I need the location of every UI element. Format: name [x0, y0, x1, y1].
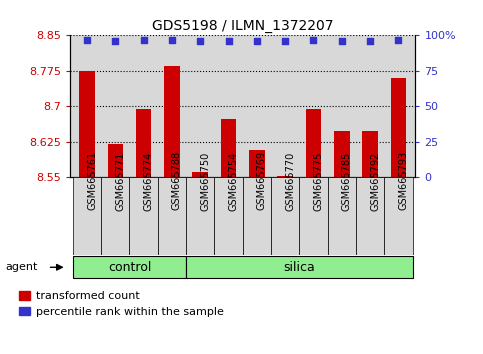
FancyBboxPatch shape: [186, 177, 214, 255]
Point: [225, 38, 232, 44]
Point: [366, 38, 374, 44]
Bar: [362, 131, 378, 177]
FancyBboxPatch shape: [243, 177, 271, 255]
Text: GSM665788: GSM665788: [172, 151, 182, 211]
FancyBboxPatch shape: [73, 177, 101, 255]
Text: GSM665750: GSM665750: [200, 151, 210, 211]
FancyBboxPatch shape: [129, 177, 158, 255]
Point: [395, 37, 402, 42]
FancyBboxPatch shape: [271, 177, 299, 255]
Point: [310, 37, 317, 42]
Title: GDS5198 / ILMN_1372207: GDS5198 / ILMN_1372207: [152, 19, 333, 33]
Text: GSM665761: GSM665761: [87, 151, 97, 211]
Text: GSM665793: GSM665793: [398, 151, 409, 211]
FancyBboxPatch shape: [73, 256, 186, 278]
FancyBboxPatch shape: [186, 256, 412, 278]
Text: GSM665769: GSM665769: [257, 151, 267, 211]
FancyBboxPatch shape: [327, 177, 356, 255]
Text: GSM665775: GSM665775: [313, 151, 324, 211]
Point: [197, 38, 204, 44]
Bar: [249, 150, 265, 177]
Bar: [108, 144, 123, 177]
Bar: [136, 109, 151, 177]
Bar: [277, 176, 293, 177]
FancyBboxPatch shape: [356, 177, 384, 255]
Text: GSM665785: GSM665785: [342, 151, 352, 211]
Text: silica: silica: [284, 261, 315, 274]
FancyBboxPatch shape: [299, 177, 327, 255]
Bar: [164, 66, 180, 177]
Point: [253, 38, 261, 44]
Point: [281, 38, 289, 44]
Text: control: control: [108, 261, 151, 274]
Point: [112, 38, 119, 44]
Bar: [334, 131, 350, 177]
FancyBboxPatch shape: [214, 177, 243, 255]
Point: [140, 37, 147, 42]
Bar: [192, 172, 208, 177]
Text: GSM665771: GSM665771: [115, 151, 125, 211]
Bar: [306, 109, 321, 177]
Point: [168, 37, 176, 42]
FancyBboxPatch shape: [101, 177, 129, 255]
Legend: transformed count, percentile rank within the sample: transformed count, percentile rank withi…: [14, 287, 228, 321]
FancyBboxPatch shape: [158, 177, 186, 255]
Text: GSM665754: GSM665754: [228, 151, 239, 211]
FancyBboxPatch shape: [384, 177, 412, 255]
Bar: [391, 78, 406, 177]
Text: GSM665770: GSM665770: [285, 151, 295, 211]
Bar: [221, 119, 236, 177]
Text: GSM665774: GSM665774: [143, 151, 154, 211]
Bar: [79, 71, 95, 177]
Point: [338, 38, 346, 44]
Text: agent: agent: [6, 262, 38, 272]
Text: GSM665792: GSM665792: [370, 151, 380, 211]
Point: [83, 37, 91, 42]
